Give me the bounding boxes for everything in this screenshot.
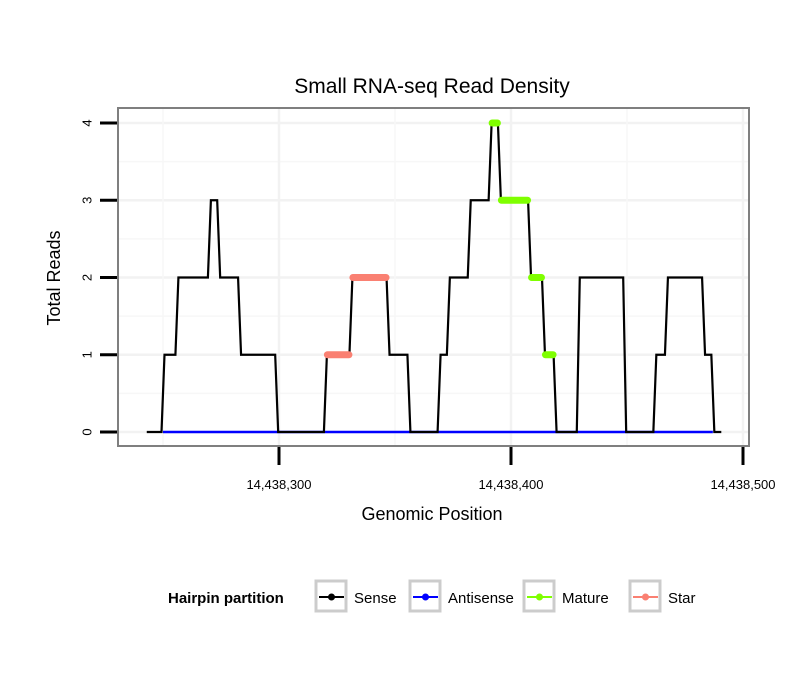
- x-tick-label: 14,438,400: [478, 477, 543, 492]
- chart-title: Small RNA-seq Read Density: [294, 75, 570, 98]
- sense-line: [146, 121, 722, 434]
- legend-label: Star: [668, 590, 696, 607]
- y-axis: 0 1 2 3 4: [80, 119, 117, 436]
- y-tick-label: 3: [80, 197, 95, 204]
- y-tick-label: 0: [80, 428, 95, 435]
- y-tick-label: 4: [80, 119, 95, 126]
- legend-item-sense: Sense: [314, 579, 397, 613]
- grid-lines: [119, 109, 748, 445]
- data-marks: [146, 119, 722, 434]
- x-axis-label: Genomic Position: [361, 504, 502, 524]
- legend-title: Hairpin partition: [168, 590, 284, 607]
- legend-label: Antisense: [448, 590, 514, 607]
- x-tick-label: 14,438,500: [710, 477, 775, 492]
- legend-label: Mature: [562, 590, 609, 607]
- legend-item-mature: Mature: [522, 579, 609, 613]
- legend-item-star: Star: [628, 579, 696, 613]
- legend-key-point: [642, 593, 649, 601]
- legend-item-antisense: Antisense: [408, 579, 514, 613]
- x-tick-label: 14,438,300: [246, 477, 311, 492]
- legend-key-point: [536, 593, 543, 601]
- legend-key-point: [328, 593, 335, 601]
- x-axis: 14,438,300 14,438,400 14,438,500: [246, 447, 776, 492]
- legend: Hairpin partition Sense Antisense Mature St…: [168, 579, 696, 613]
- y-axis-label: Total Reads: [44, 230, 64, 325]
- y-tick-label: 2: [80, 274, 95, 281]
- y-tick-label: 1: [80, 351, 95, 358]
- legend-label: Sense: [354, 590, 397, 607]
- legend-key-point: [422, 593, 429, 601]
